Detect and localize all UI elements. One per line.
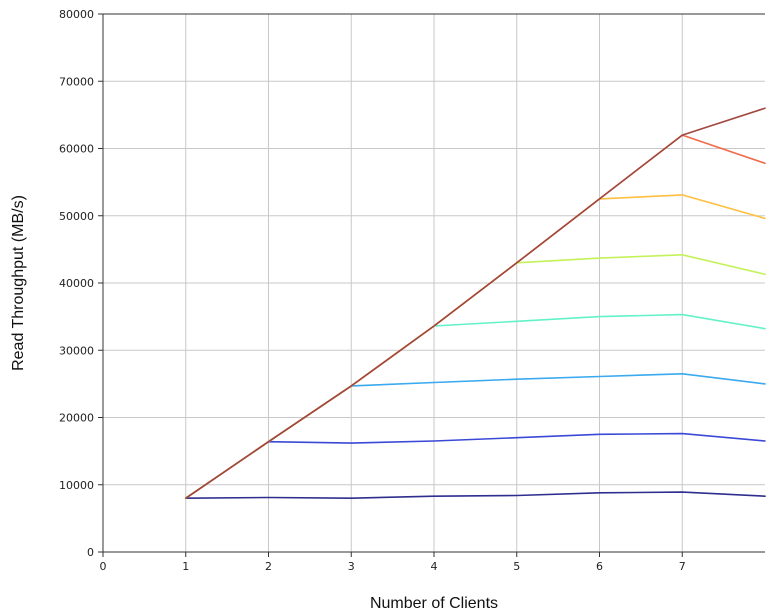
x-tick-label: 5: [513, 560, 520, 573]
series-line: [185, 372, 766, 500]
y-tick-label: 60000: [59, 143, 94, 156]
x-tick-label: 6: [596, 560, 603, 573]
axes: [98, 13, 765, 557]
x-tick-label: 4: [431, 560, 438, 573]
y-tick-label: 0: [87, 546, 94, 559]
y-tick-label: 70000: [59, 75, 94, 88]
x-tick-label: 2: [265, 560, 272, 573]
y-tick-label: 20000: [59, 412, 94, 425]
series-line: [185, 491, 766, 500]
series-line: [185, 432, 766, 500]
y-tick-label: 10000: [59, 479, 94, 492]
tick-labels: 0 1 2 3 4 5 6 7 0 10000 20000 30000 40000 50000 60000 7…: [59, 8, 686, 573]
y-tick-label: 80000: [59, 8, 94, 21]
x-tick-label: 0: [100, 560, 107, 573]
series-line: [185, 134, 766, 500]
series-line: [185, 254, 766, 500]
series-line: [185, 194, 766, 500]
series-lines: [185, 107, 766, 500]
series-line: [185, 313, 766, 500]
x-tick-label: 3: [348, 560, 355, 573]
x-tick-label: 7: [679, 560, 686, 573]
series-line: [185, 107, 766, 500]
x-axis-title: Number of Clients: [370, 595, 498, 612]
y-tick-label: 30000: [59, 344, 94, 357]
y-axis-title: Read Throughput (MB/s): [10, 195, 27, 371]
grid: [103, 14, 765, 552]
x-tick-label: 1: [182, 560, 189, 573]
y-tick-label: 50000: [59, 210, 94, 223]
y-tick-label: 40000: [59, 277, 94, 290]
